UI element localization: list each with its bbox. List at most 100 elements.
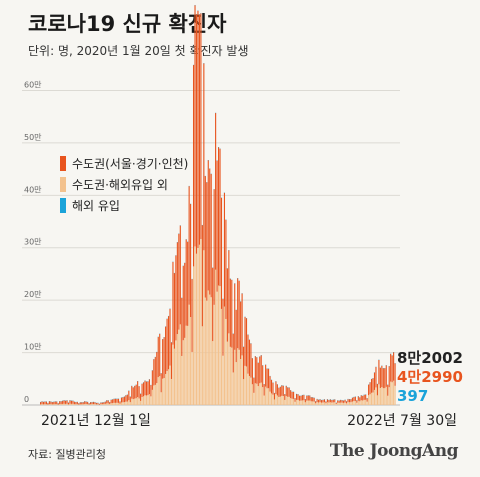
bar-non-metro — [310, 401, 312, 405]
legend-label: 수도권·해외유입 외 — [72, 178, 168, 192]
bar-non-metro — [203, 250, 205, 405]
bar-non-metro — [125, 401, 127, 405]
bar-metro — [219, 148, 221, 287]
bar-metro — [331, 400, 333, 403]
bar-non-metro — [225, 318, 227, 405]
bar-metro — [90, 402, 92, 405]
bar-metro — [187, 241, 189, 326]
bar-metro — [332, 399, 334, 403]
bar-metro — [272, 382, 274, 395]
bar-metro — [151, 370, 153, 390]
bar-metro — [304, 399, 306, 403]
bar-metro — [144, 380, 146, 396]
bar-metro — [368, 384, 370, 396]
bar-non-metro — [145, 395, 148, 405]
bar-non-metro — [272, 394, 274, 405]
bar-non-metro — [347, 402, 349, 405]
bar-metro — [195, 14, 198, 254]
bar-non-metro — [338, 402, 340, 405]
bar-non-metro — [167, 369, 170, 405]
bar-metro — [106, 400, 108, 404]
bar-non-metro — [200, 239, 202, 405]
bar-metro — [213, 189, 215, 305]
bar-non-metro — [156, 383, 158, 405]
bar-non-metro — [216, 291, 218, 405]
bar-metro — [210, 173, 212, 298]
bar-non-metro — [391, 382, 393, 405]
bar-non-metro — [328, 402, 330, 405]
bar-non-metro — [240, 359, 242, 405]
bar-non-metro — [219, 286, 221, 405]
bar-non-metro — [116, 402, 118, 405]
bar-non-metro — [385, 386, 387, 405]
bar-non-metro — [313, 401, 315, 405]
bar-non-metro — [332, 402, 334, 405]
bar-non-metro — [362, 400, 364, 405]
bar-non-metro — [141, 397, 143, 405]
bar-metro — [241, 293, 243, 356]
bar-metro — [103, 402, 105, 405]
bar-non-metro — [273, 399, 276, 405]
bar-non-metro — [265, 386, 267, 405]
bar-metro — [212, 267, 214, 342]
bar-metro — [316, 399, 318, 403]
bar-metro — [66, 400, 68, 404]
bar-metro — [129, 396, 131, 403]
bar-metro — [344, 399, 346, 403]
bar-non-metro — [159, 376, 161, 405]
bar-non-metro — [179, 324, 181, 405]
bar-non-metro — [195, 253, 198, 405]
bar-non-metro — [370, 392, 373, 405]
bar-non-metro — [266, 388, 268, 405]
bar-non-metro — [275, 394, 277, 405]
bar-metro — [42, 401, 45, 405]
bar-metro — [301, 395, 303, 401]
bar-non-metro — [293, 398, 295, 405]
bar-metro — [375, 366, 377, 388]
bar-non-metro — [290, 398, 292, 405]
bar-metro — [388, 366, 390, 388]
bar-metro — [318, 399, 320, 403]
annotation-metro: 4만2990 — [397, 368, 463, 386]
bar-metro — [260, 355, 262, 383]
bar-non-metro — [144, 395, 146, 405]
legend-label: 수도권(서울·경기·인천) — [72, 156, 188, 171]
bar-metro — [157, 336, 159, 378]
bar-metro — [294, 398, 296, 402]
bar-metro — [59, 401, 61, 405]
bar-metro — [306, 395, 308, 401]
bar-non-metro — [295, 399, 298, 405]
bar-non-metro — [288, 396, 290, 405]
bar-metro — [87, 401, 89, 405]
bar-metro — [159, 333, 161, 377]
bar-metro — [363, 394, 365, 400]
bar-non-metro — [73, 404, 75, 405]
bar-metro — [348, 399, 351, 403]
bar-metro — [73, 401, 75, 405]
bar-metro — [178, 233, 180, 330]
bar-metro — [228, 250, 230, 334]
bar-non-metro — [107, 403, 109, 405]
bar-metro — [141, 383, 143, 398]
bar-metro — [44, 401, 46, 405]
bar-metro — [209, 168, 211, 295]
bar-non-metro — [276, 395, 278, 405]
bar-metro — [387, 384, 389, 396]
bar-non-metro — [379, 387, 381, 405]
bar-non-metro — [66, 403, 68, 405]
bar-non-metro — [369, 394, 371, 405]
bar-non-metro — [359, 401, 361, 405]
bar-non-metro — [319, 402, 321, 405]
bar-non-metro — [262, 387, 264, 405]
bar-metro — [207, 160, 209, 291]
bar-metro — [297, 394, 299, 400]
bar-metro — [359, 397, 361, 402]
bar-non-metro — [309, 400, 311, 405]
bar-non-metro — [247, 373, 249, 405]
bar-metro — [123, 396, 125, 403]
bar-non-metro — [340, 402, 342, 405]
bar-metro — [279, 386, 281, 397]
bar-metro — [256, 357, 258, 384]
bar-non-metro — [206, 300, 208, 405]
bar-metro — [372, 378, 374, 393]
